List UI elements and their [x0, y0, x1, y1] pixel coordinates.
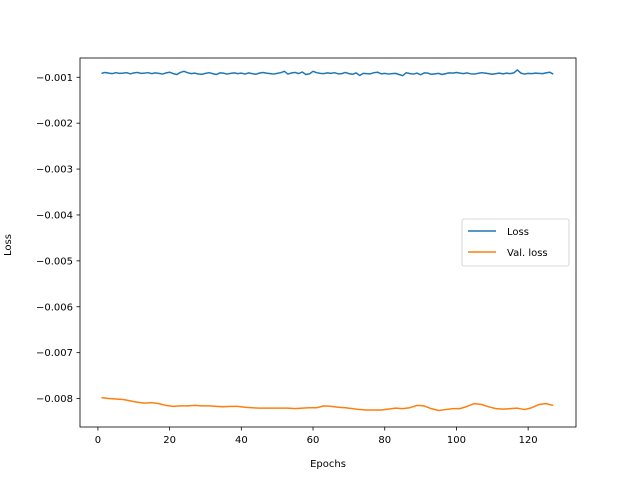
series-layer [101, 69, 554, 412]
x-tick-label: 40 [235, 435, 248, 446]
y-tick-label: −0.005 [36, 256, 73, 267]
x-tick-label: 20 [163, 435, 176, 446]
x-tick-label: 100 [447, 435, 466, 446]
legend-label: Val. loss [507, 248, 548, 259]
y-tick-label: −0.003 [36, 165, 73, 176]
y-axis-title: Loss [3, 234, 14, 256]
series-line-val-loss [101, 396, 554, 412]
y-tick-label: −0.004 [36, 210, 73, 221]
x-tick-label: 0 [95, 435, 101, 446]
x-tick-label: 120 [519, 435, 538, 446]
y-tick-label: −0.006 [36, 302, 73, 313]
x-tick-label: 60 [307, 435, 320, 446]
y-tick-label: −0.008 [36, 394, 73, 405]
x-axis-title: Epochs [310, 459, 346, 470]
y-axis: −0.001 −0.002 −0.003 −0.004 −0.005 −0.006 −0.0… [36, 73, 80, 405]
x-tick-label: 80 [378, 435, 391, 446]
y-tick-label: −0.002 [36, 119, 73, 130]
x-axis: 0 20 40 60 80 100 120 [95, 427, 538, 446]
axes-frame [79, 57, 577, 428]
legend-label: Loss [507, 227, 529, 238]
legend: Loss Val. loss [461, 218, 570, 267]
series-line-loss [101, 69, 554, 77]
y-tick-label: −0.007 [36, 348, 73, 359]
y-tick-label: −0.001 [36, 73, 73, 84]
